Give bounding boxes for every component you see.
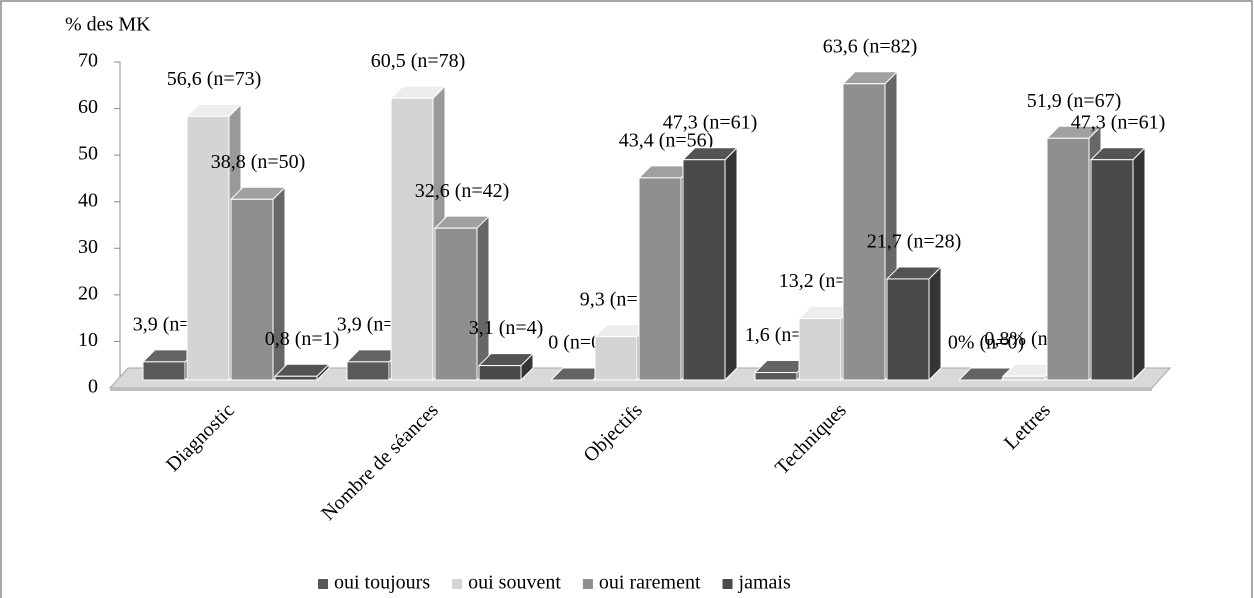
data-label: 38,8 (n=50)	[211, 151, 306, 173]
legend-label: oui rarement	[599, 572, 701, 594]
bar	[390, 97, 434, 381]
legend: oui toujours oui souvent oui rarement jamai…	[318, 572, 791, 594]
legend-swatch	[722, 579, 733, 589]
data-label: 56,6 (n=73)	[167, 68, 262, 90]
legend-swatch	[452, 579, 463, 589]
data-label: 63,6 (n=82)	[823, 35, 918, 57]
data-label: 32,6 (n=42)	[415, 180, 510, 202]
legend-label: oui souvent	[468, 572, 561, 594]
legend-label: jamais	[738, 572, 791, 594]
y-tick-label: 40	[78, 189, 98, 211]
legend-swatch	[318, 579, 328, 589]
data-label: 51,9 (n=67)	[1027, 90, 1122, 112]
y-tick-label: 50	[78, 143, 98, 165]
bar-side	[1132, 146, 1146, 382]
y-tick-label: 60	[78, 96, 98, 118]
data-label: 0 (n=0)	[548, 332, 608, 354]
y-tick-label: 30	[78, 236, 98, 258]
bar	[842, 83, 886, 381]
data-label: 0% (n=0)	[948, 332, 1024, 354]
bar	[478, 365, 522, 381]
bar	[886, 278, 930, 381]
bar	[1090, 159, 1134, 381]
bar	[434, 227, 478, 381]
data-label: 47,3 (n=61)	[1071, 111, 1166, 133]
bar	[230, 198, 274, 381]
bar	[274, 375, 318, 381]
floor-front	[110, 388, 1152, 391]
bar-side	[928, 265, 942, 382]
data-label: 43,4 (n=56)	[619, 129, 714, 151]
data-label: 3,1 (n=4)	[469, 317, 544, 339]
y-tick-label: 20	[78, 282, 98, 304]
data-label: 0,8 (n=1)	[265, 328, 340, 350]
y-tick-label: 10	[78, 329, 98, 351]
bar-side	[476, 214, 490, 382]
bar-side	[724, 146, 738, 382]
bar	[754, 372, 798, 381]
bar	[142, 361, 186, 381]
legend-label: oui toujours	[334, 572, 430, 594]
bar-side	[272, 186, 286, 382]
bar	[594, 336, 638, 381]
bar	[638, 177, 682, 381]
bar	[186, 115, 230, 381]
y-tick-label: 70	[78, 50, 98, 72]
bar	[798, 318, 842, 381]
bar	[346, 361, 390, 381]
data-label: 60,5 (n=78)	[371, 50, 466, 72]
legend-swatch	[582, 579, 593, 589]
bar	[682, 159, 726, 381]
bar	[1002, 375, 1046, 381]
bar	[1046, 137, 1090, 381]
data-label: 47,3 (n=61)	[663, 111, 758, 133]
y-axis-label: % des MK	[65, 14, 151, 36]
data-label: 21,7 (n=28)	[867, 231, 962, 253]
y-tick-label: 0	[88, 376, 98, 398]
